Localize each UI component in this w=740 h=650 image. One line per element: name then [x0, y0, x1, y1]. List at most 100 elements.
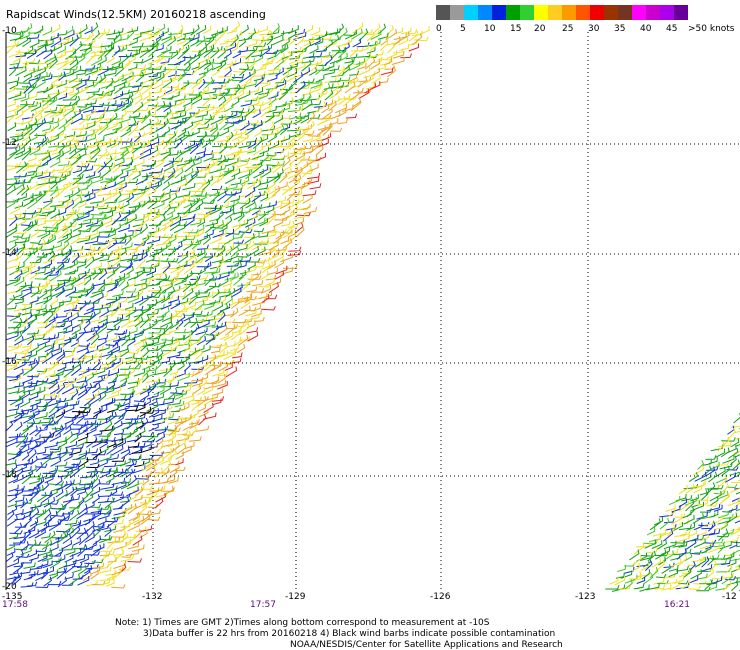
wind-barb	[153, 80, 164, 90]
wind-barb	[691, 501, 704, 512]
wind-barb	[281, 229, 293, 234]
wind-barb	[210, 347, 221, 354]
wind-barb	[181, 445, 192, 455]
wind-barb	[230, 34, 239, 47]
wind-barb	[6, 162, 22, 167]
wind-barb	[223, 191, 234, 204]
wind-barb	[29, 73, 41, 82]
wind-barb	[36, 178, 50, 186]
wind-barb	[37, 377, 49, 383]
wind-barb	[41, 174, 55, 180]
wind-barb	[252, 120, 263, 131]
wind-barb	[153, 386, 165, 396]
wind-barb	[50, 74, 60, 84]
wind-barb	[79, 114, 89, 126]
wind-barb	[7, 304, 17, 310]
wind-barb	[392, 50, 405, 59]
wind-barb	[125, 54, 136, 66]
wind-barb	[161, 336, 174, 342]
wind-barb	[70, 526, 81, 539]
wind-barb	[281, 198, 295, 204]
wind-barb	[13, 551, 24, 562]
wind-barb	[105, 155, 117, 160]
wind-barb	[167, 166, 178, 174]
wind-barb	[272, 218, 284, 228]
wind-barb	[197, 319, 210, 329]
wind-barb	[16, 356, 31, 361]
wind-barb	[44, 503, 52, 514]
wind-barb	[713, 541, 725, 548]
wind-barb	[72, 174, 82, 186]
wind-barb	[77, 544, 88, 557]
wind-barb	[105, 474, 115, 484]
wind-barb	[698, 521, 710, 527]
wind-barb	[79, 102, 92, 113]
wind-barb	[41, 125, 51, 132]
wind-barb	[70, 443, 84, 450]
wind-barb	[92, 90, 104, 96]
wind-barb	[76, 484, 91, 491]
wind-barb	[70, 479, 82, 486]
wind-barb	[156, 275, 171, 280]
wind-barb	[100, 358, 114, 366]
wind-barb	[71, 429, 80, 436]
wind-barb	[295, 69, 309, 78]
wind-barb	[141, 63, 152, 72]
wind-barb	[191, 310, 203, 316]
wind-barb	[295, 217, 305, 225]
wind-barb	[26, 170, 38, 184]
wind-barb	[35, 71, 48, 82]
wind-barb	[204, 76, 214, 89]
wind-barb	[197, 395, 207, 407]
wind-barb	[338, 27, 348, 40]
wind-barb	[223, 349, 236, 360]
wind-barb	[259, 165, 269, 174]
wind-barb	[55, 532, 68, 540]
wind-barb	[197, 71, 206, 81]
wind-barb	[247, 164, 258, 171]
wind-barb	[636, 570, 650, 578]
wind-barb	[141, 244, 152, 252]
wind-barb	[321, 132, 332, 142]
wind-barb	[267, 132, 277, 143]
wind-barb	[209, 191, 220, 204]
wind-barb	[27, 581, 38, 587]
wind-barb	[218, 267, 232, 276]
wind-barb	[296, 211, 311, 217]
wind-barb	[127, 87, 140, 94]
wind-barb	[7, 179, 21, 186]
wind-barb	[212, 289, 220, 299]
wind-barb	[197, 244, 209, 250]
wind-barb	[173, 223, 186, 234]
wind-barb	[71, 372, 84, 384]
wind-barb	[62, 146, 72, 156]
wind-barb	[322, 39, 334, 52]
wind-barb	[68, 74, 78, 84]
wind-barb	[189, 420, 199, 430]
wind-barb	[57, 35, 70, 41]
wind-barb	[91, 438, 103, 448]
wind-barb	[76, 69, 87, 76]
wind-barb	[48, 401, 59, 414]
wind-barb	[724, 564, 733, 574]
wind-barb	[97, 161, 107, 173]
wind-barb	[134, 432, 142, 443]
note-line-1: Note: 1) Times are GMT 2)Times along bot…	[115, 618, 490, 628]
wind-barb	[309, 45, 319, 54]
wind-barb	[174, 276, 187, 286]
wind-barb	[217, 380, 228, 390]
wind-barb	[107, 487, 118, 498]
wind-barb	[259, 156, 273, 162]
wind-barb	[6, 558, 19, 568]
wind-barb	[35, 268, 46, 275]
wind-barb	[86, 299, 100, 304]
wind-barb	[338, 95, 346, 106]
wind-barb	[132, 114, 147, 120]
wind-barb	[64, 480, 73, 490]
wind-barb	[77, 300, 92, 305]
wind-barb	[58, 198, 74, 203]
wind-barb	[35, 169, 48, 174]
wind-barb	[48, 378, 58, 390]
wind-barb	[707, 521, 716, 532]
wind-barb	[49, 543, 59, 552]
